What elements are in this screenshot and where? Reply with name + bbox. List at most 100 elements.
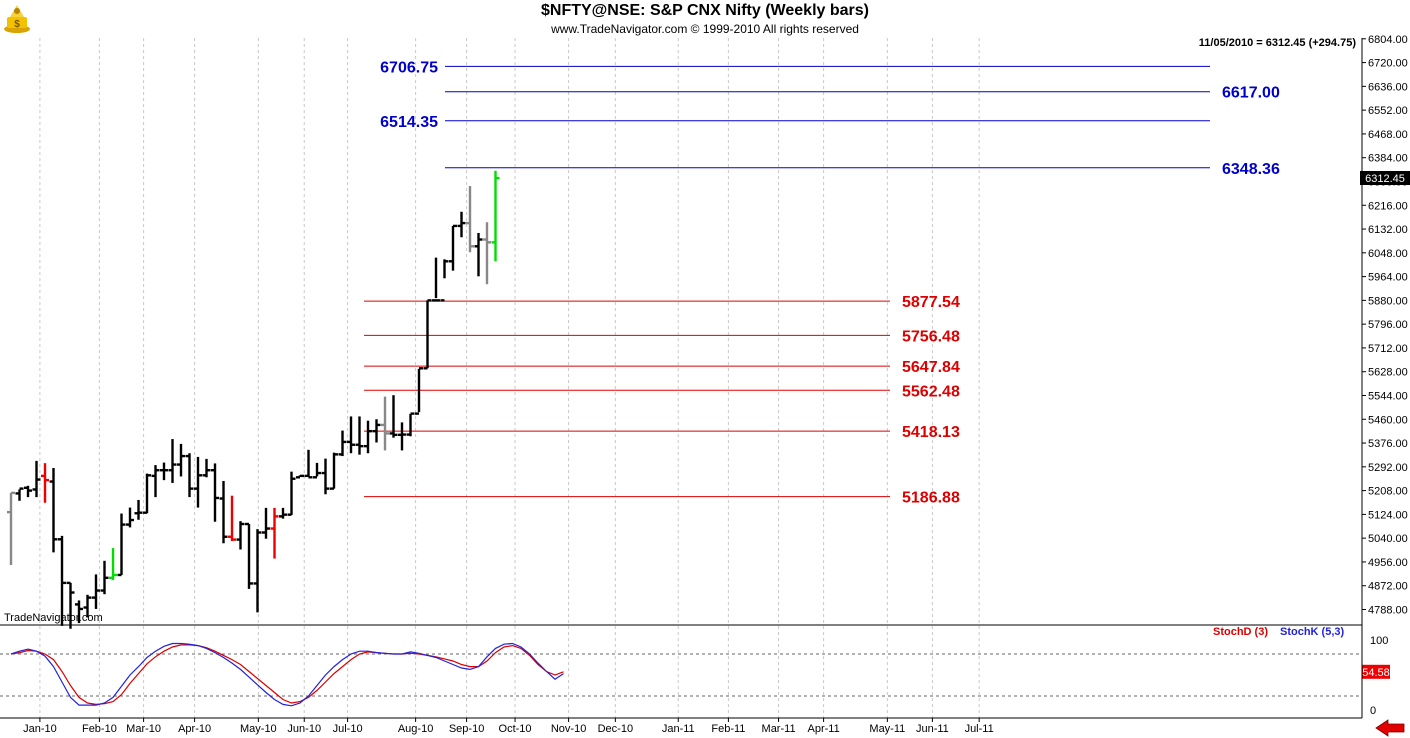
support-level-label: 5418.13: [902, 424, 960, 441]
support-level-label: 5562.48: [902, 383, 960, 400]
x-tick-label: Mar-11: [762, 723, 796, 735]
ohlc-bar[interactable]: [24, 485, 32, 498]
ohlc-bar[interactable]: [160, 462, 168, 481]
y-tick-label: 6804.00: [1368, 34, 1408, 46]
ohlc-bar[interactable]: [92, 574, 100, 609]
stoch-y-tick-label: 0: [1370, 705, 1376, 717]
y-tick-label: 6216.00: [1368, 200, 1408, 212]
ohlc-bar[interactable]: [406, 412, 415, 437]
ohlc-bar[interactable]: [440, 259, 449, 302]
y-tick-label: 5292.00: [1368, 462, 1408, 474]
scroll-left-arrow-icon[interactable]: [1375, 719, 1405, 737]
x-tick-label: May-11: [869, 723, 905, 735]
ohlc-bar[interactable]: [219, 480, 228, 544]
ohlc-bar[interactable]: [100, 560, 109, 595]
ohlc-bar[interactable]: [58, 535, 66, 626]
ohlc-bar[interactable]: [457, 211, 466, 238]
ohlc-bar[interactable]: [75, 600, 83, 624]
x-tick-label: Jan-11: [662, 723, 695, 735]
ohlc-bar[interactable]: [49, 467, 58, 553]
y-tick-label: 6468.00: [1368, 129, 1408, 141]
ohlc-bar[interactable]: [228, 495, 236, 541]
ohlc-bar[interactable]: [151, 465, 160, 498]
ohlc-bar[interactable]: [296, 474, 304, 479]
ohlc-bar[interactable]: [245, 522, 253, 589]
ohlc-bar[interactable]: [202, 458, 211, 478]
x-tick-label: Dec-10: [598, 723, 633, 735]
ohlc-bar[interactable]: [66, 581, 75, 629]
ohlc-bar[interactable]: [474, 232, 483, 277]
ohlc-bar[interactable]: [211, 463, 219, 522]
x-tick-label: Jun-10: [287, 723, 321, 735]
ohlc-bar[interactable]: [32, 460, 41, 498]
ohlc-bar[interactable]: [117, 513, 126, 577]
support-level-label: 5186.88: [902, 490, 960, 507]
ohlc-bar[interactable]: [432, 257, 440, 302]
fib-level-label: 6706.75: [380, 59, 438, 76]
x-tick-label: Aug-10: [398, 723, 433, 735]
ohlc-bar[interactable]: [177, 443, 185, 477]
ohlc-bar[interactable]: [321, 458, 330, 495]
y-tick-label: 5544.00: [1368, 390, 1408, 402]
y-tick-label: 6384.00: [1368, 153, 1408, 165]
y-tick-label: 4788.00: [1368, 605, 1408, 617]
ohlc-bar[interactable]: [253, 529, 262, 613]
ohlc-bar[interactable]: [347, 416, 355, 454]
x-tick-label: Feb-10: [82, 723, 117, 735]
ohlc-bar[interactable]: [415, 367, 423, 415]
ohlc-bar[interactable]: [279, 507, 287, 519]
ohlc-bar[interactable]: [491, 170, 500, 262]
ohlc-bar[interactable]: [330, 452, 338, 490]
stoch-d-legend: StochD (3): [1213, 626, 1268, 638]
x-tick-label: Apr-10: [178, 723, 211, 735]
ohlc-bar[interactable]: [270, 507, 279, 559]
ohlc-bar[interactable]: [262, 507, 270, 539]
ohlc-bar[interactable]: [41, 463, 49, 503]
ohlc-bar[interactable]: [126, 507, 134, 528]
ohlc-bar[interactable]: [423, 299, 432, 370]
ohlc-bar[interactable]: [185, 453, 194, 498]
ohlc-bar[interactable]: [15, 487, 24, 501]
y-tick-label: 5040.00: [1368, 533, 1408, 545]
ohlc-bar[interactable]: [83, 594, 92, 618]
x-tick-label: Mar-10: [126, 723, 161, 735]
ohlc-bar[interactable]: [364, 420, 372, 454]
y-tick-label: 5880.00: [1368, 295, 1408, 307]
ohlc-bar[interactable]: [109, 548, 117, 581]
ohlc-bar[interactable]: [143, 473, 151, 514]
ohlc-bar[interactable]: [287, 471, 296, 516]
y-tick-label: 5964.00: [1368, 272, 1408, 284]
chart-title: $NFTY@NSE: S&P CNX Nifty (Weekly bars): [541, 2, 869, 19]
ohlc-bar[interactable]: [466, 186, 474, 253]
ohlc-bar[interactable]: [389, 395, 398, 438]
trade-navigator-logo-icon: $: [2, 2, 32, 34]
x-tick-label: Jan-10: [23, 723, 57, 735]
stoch-k-legend: StochK (5,3): [1280, 626, 1345, 638]
ohlc-bar[interactable]: [381, 396, 389, 451]
ohlc-bar[interactable]: [483, 222, 491, 285]
ohlc-bar[interactable]: [313, 462, 321, 479]
ohlc-bar[interactable]: [236, 521, 245, 550]
ohlc-bar[interactable]: [449, 224, 457, 271]
y-tick-label: 5376.00: [1368, 438, 1408, 450]
last-bar-info: 11/05/2010 = 6312.45 (+294.75): [1199, 37, 1357, 49]
y-tick-label: 4956.00: [1368, 557, 1408, 569]
y-tick-label: 6552.00: [1368, 105, 1408, 117]
ohlc-bar[interactable]: [7, 491, 15, 566]
ohlc-bar[interactable]: [338, 430, 347, 457]
ohlc-bar[interactable]: [168, 439, 177, 483]
ohlc-bar[interactable]: [304, 449, 313, 479]
support-level-label: 5877.54: [902, 294, 960, 311]
ohlc-bar[interactable]: [355, 416, 364, 455]
ohlc-bar[interactable]: [194, 456, 202, 508]
x-tick-label: Feb-11: [711, 723, 745, 735]
x-tick-label: May-10: [240, 723, 277, 735]
fib-level-label: 6617.00: [1222, 85, 1280, 102]
stoch-k-line: [10, 642, 564, 707]
ohlc-bar[interactable]: [398, 422, 406, 451]
chart-header: $ $NFTY@NSE: S&P CNX Nifty (Weekly bars)…: [0, 0, 1410, 38]
ohlc-bar[interactable]: [372, 419, 381, 443]
support-level-label: 5756.48: [902, 328, 960, 345]
ohlc-bar[interactable]: [134, 499, 143, 520]
